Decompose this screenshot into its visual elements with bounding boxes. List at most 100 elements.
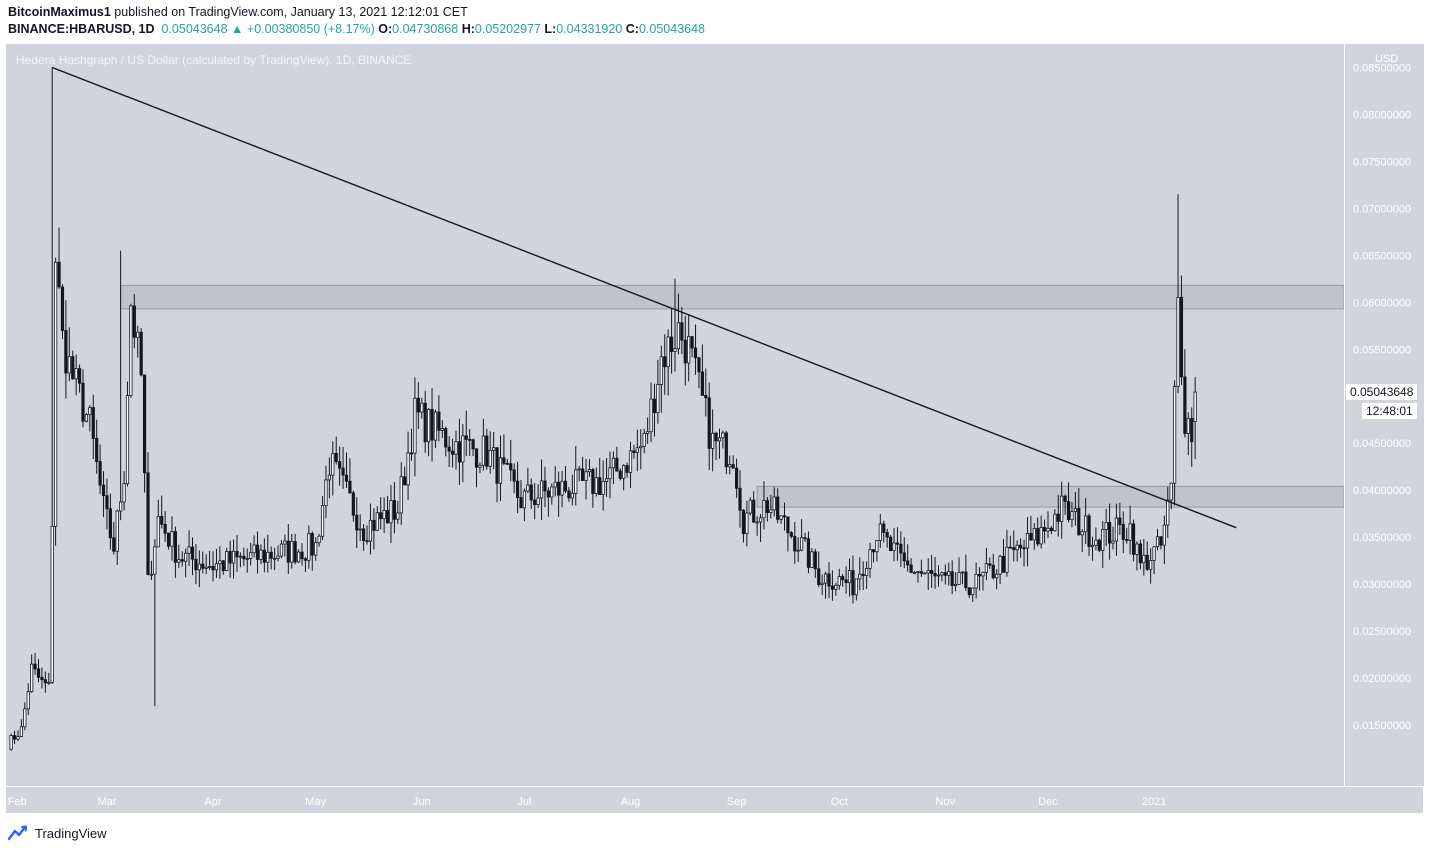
symbol-label[interactable]: BINANCE:HBARUSD, 1D [8, 22, 155, 36]
candle-body [669, 336, 674, 353]
price-tick-label: 0.06500000 [1353, 250, 1411, 262]
candle-body [734, 467, 739, 489]
candle-body [1173, 385, 1177, 484]
candle [974, 562, 978, 599]
candle [1008, 535, 1012, 549]
candle-body [608, 467, 612, 480]
candle [495, 447, 499, 503]
candle [536, 484, 540, 509]
candle-body [26, 691, 30, 710]
candle-body [67, 356, 71, 374]
candle [88, 405, 92, 432]
candle-body [950, 571, 954, 587]
candle [899, 531, 903, 567]
candle-body [98, 461, 102, 486]
candle [142, 374, 147, 493]
candle-body [136, 331, 140, 338]
candle [533, 483, 537, 520]
candle-body [628, 450, 633, 473]
tradingview-logo-icon[interactable] [8, 824, 30, 842]
candle [365, 525, 369, 545]
candle-body [290, 541, 294, 563]
candle-body [433, 411, 438, 441]
candle [916, 571, 920, 583]
candle [502, 434, 506, 466]
candle [776, 488, 780, 524]
candle [930, 554, 934, 588]
candle [187, 530, 191, 566]
candle-body [485, 435, 489, 467]
candle [563, 465, 568, 494]
time-axis[interactable]: Feb Mar Apr May Jun Jul Aug Sep Oct Nov Dec 2021 [6, 786, 1423, 813]
candle-body [392, 500, 396, 520]
close-label: C: [625, 22, 639, 36]
candle-body [557, 481, 561, 496]
candle [553, 466, 557, 497]
candle-body [160, 516, 164, 525]
candle [690, 336, 694, 358]
candle [1019, 538, 1023, 558]
candle [461, 423, 465, 483]
candle [112, 521, 116, 555]
candle [283, 534, 287, 557]
candle-body [396, 512, 400, 520]
candle [601, 460, 605, 511]
candle-body [837, 576, 841, 586]
candle-body [180, 559, 184, 562]
candle-body [211, 566, 215, 571]
candle [170, 516, 174, 561]
candle [177, 544, 181, 569]
author-name[interactable]: BitcoinMaximus1 [8, 5, 111, 19]
candle [817, 551, 821, 588]
candle-body [403, 476, 407, 486]
candle-body [1036, 528, 1040, 545]
candle-body [242, 555, 246, 560]
candle [717, 428, 722, 459]
brand-name[interactable]: TradingView [35, 825, 107, 841]
candle [60, 284, 65, 339]
candle [700, 344, 704, 396]
candle-body [355, 514, 359, 531]
candle [765, 497, 769, 522]
candle-body [1073, 508, 1077, 513]
candle-body [823, 573, 828, 584]
bar-countdown-label: 12:48:01 [1362, 403, 1417, 420]
price-chart[interactable] [6, 44, 1344, 786]
candle-body [262, 549, 266, 563]
chart-pane[interactable]: Hedera Hashgraph / US Dollar (calculated… [6, 44, 1344, 786]
candle-body [245, 558, 249, 560]
candle [820, 574, 824, 596]
price-axis-labels: USD 0.01500000 0.02000000 0.02500000 0.03000… [1353, 53, 1411, 732]
candle [543, 466, 547, 508]
candle-body [146, 472, 150, 575]
candle-body [1022, 547, 1026, 550]
candle [1169, 482, 1173, 510]
candle [752, 491, 756, 524]
candle-body [1039, 527, 1043, 545]
candle [796, 537, 800, 562]
candle-body [539, 480, 544, 499]
publish-text: published on TradingView.com, January 13… [114, 5, 468, 19]
candle-body [974, 573, 978, 589]
candle [74, 354, 78, 396]
candle-body [269, 551, 273, 559]
candle [1121, 511, 1125, 554]
candle [851, 555, 855, 604]
candle [54, 257, 58, 546]
candle-body [221, 560, 225, 571]
candle [697, 356, 701, 389]
candle [317, 533, 321, 547]
candle-body [697, 357, 701, 373]
candle [683, 315, 687, 386]
candle [1001, 539, 1006, 573]
candle [454, 430, 458, 470]
candle-body [43, 679, 47, 684]
candle-body [858, 573, 862, 580]
candle [1005, 529, 1009, 577]
current-price-label: 0.05043648 [1346, 384, 1418, 401]
candle [77, 364, 82, 393]
candle-body [786, 516, 790, 534]
candle [146, 452, 150, 576]
candle [399, 462, 403, 525]
candle [204, 554, 208, 575]
